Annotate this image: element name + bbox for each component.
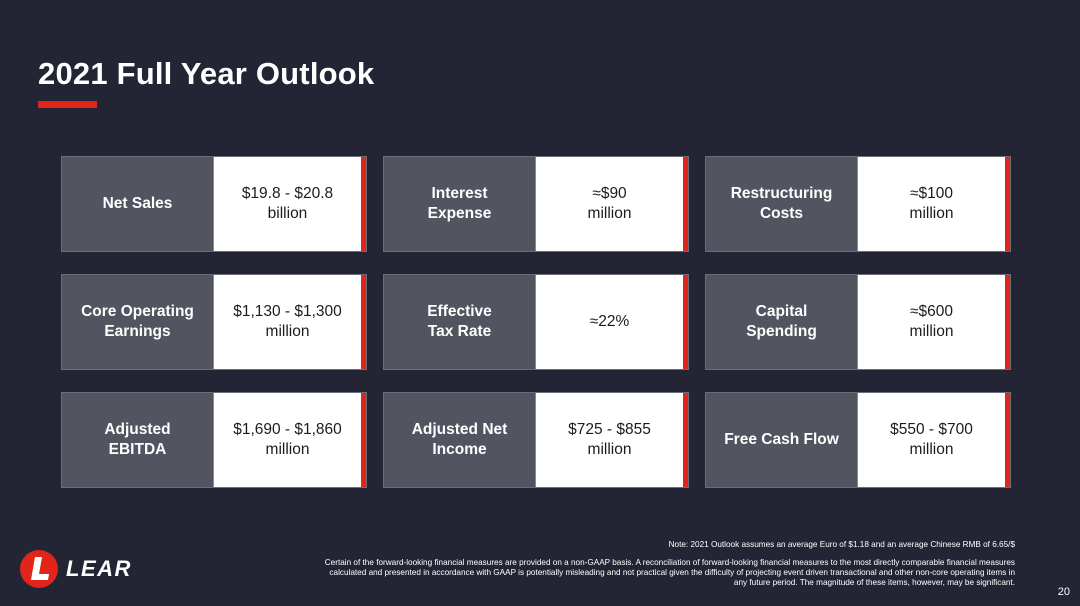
card-interest-expense: Interest Expense ≈$90 million — [383, 156, 689, 252]
card-value: $1,130 - $1,300 million — [213, 275, 361, 369]
card-label: Net Sales — [62, 157, 213, 251]
card-label: Core Operating Earnings — [62, 275, 213, 369]
title-underline — [38, 101, 97, 108]
card-accent — [1005, 157, 1010, 251]
card-label: Capital Spending — [706, 275, 857, 369]
card-value: ≈$100 million — [857, 157, 1005, 251]
card-value: ≈$90 million — [535, 157, 683, 251]
card-label: Restructuring Costs — [706, 157, 857, 251]
card-label: Effective Tax Rate — [384, 275, 535, 369]
page-title: 2021 Full Year Outlook — [38, 56, 375, 91]
card-value: $550 - $700 million — [857, 393, 1005, 487]
card-accent — [361, 157, 366, 251]
card-accent — [683, 275, 688, 369]
card-label: Adjusted Net Income — [384, 393, 535, 487]
card-accent — [361, 393, 366, 487]
card-accent — [361, 275, 366, 369]
card-value: $19.8 - $20.8 billion — [213, 157, 361, 251]
card-value: ≈22% — [535, 275, 683, 369]
card-restructuring-costs: Restructuring Costs ≈$100 million — [705, 156, 1011, 252]
card-adjusted-net-income: Adjusted Net Income $725 - $855 million — [383, 392, 689, 488]
card-accent — [683, 393, 688, 487]
card-adjusted-ebitda: Adjusted EBITDA $1,690 - $1,860 million — [61, 392, 367, 488]
card-value: $725 - $855 million — [535, 393, 683, 487]
card-accent — [1005, 275, 1010, 369]
lear-logo: LEAR — [20, 550, 132, 588]
card-free-cash-flow: Free Cash Flow $550 - $700 million — [705, 392, 1011, 488]
card-accent — [1005, 393, 1010, 487]
card-label: Interest Expense — [384, 157, 535, 251]
footnote: Note: 2021 Outlook assumes an average Eu… — [668, 540, 1015, 549]
card-label: Free Cash Flow — [706, 393, 857, 487]
card-capital-spending: Capital Spending ≈$600 million — [705, 274, 1011, 370]
logo-wordmark: LEAR — [66, 556, 132, 581]
page-number: 20 — [1057, 586, 1070, 598]
card-value: $1,690 - $1,860 million — [213, 393, 361, 487]
card-effective-tax-rate: Effective Tax Rate ≈22% — [383, 274, 689, 370]
lear-logo-icon — [20, 550, 58, 588]
disclaimer: Certain of the forward-looking financial… — [324, 558, 1015, 587]
card-core-operating-earnings: Core Operating Earnings $1,130 - $1,300 … — [61, 274, 367, 370]
card-value: ≈$600 million — [857, 275, 1005, 369]
card-accent — [683, 157, 688, 251]
card-label: Adjusted EBITDA — [62, 393, 213, 487]
card-net-sales: Net Sales $19.8 - $20.8 billion — [61, 156, 367, 252]
